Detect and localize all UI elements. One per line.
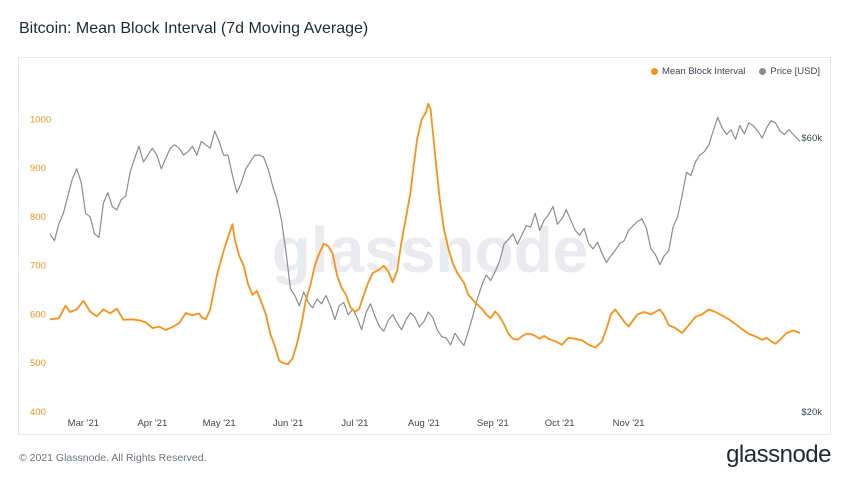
legend-dot-price <box>759 68 767 75</box>
x-tick-label: Jul '21 <box>341 418 368 429</box>
y-right-tick-label: $60k <box>801 133 822 144</box>
y-right-tick-label: $20k <box>801 407 822 418</box>
y-left-tick-label: 800 <box>30 212 46 223</box>
x-tick-label: Oct '21 <box>545 418 575 429</box>
y-axis-left: 400 500 600 700 800 900 1000 <box>30 114 51 418</box>
y-left-tick-label: 600 <box>30 309 46 320</box>
legend-item-price[interactable]: Price [USD] <box>759 66 820 77</box>
x-tick-label: Aug '21 <box>408 418 440 429</box>
chart-panel <box>18 57 831 435</box>
x-tick-label: May '21 <box>203 418 236 429</box>
series-line-price <box>49 116 801 347</box>
chart-legend: Mean Block Interval Price [USD] <box>650 66 820 77</box>
chart-title: Bitcoin: Mean Block Interval (7d Moving … <box>19 20 369 37</box>
legend-label-interval: Mean Block Interval <box>661 66 746 77</box>
x-tick-label: Sep '21 <box>477 418 509 429</box>
x-tick-label: Mar '21 <box>68 418 99 429</box>
x-tick-label: Nov '21 <box>613 418 645 429</box>
legend-label-price: Price [USD] <box>770 66 820 77</box>
x-axis: Mar '21 Apr '21 May '21 Jun '21 Jul '21 Aug '… <box>68 418 645 429</box>
series-line-mean-block-interval <box>49 102 801 366</box>
y-left-tick-label: 400 <box>30 407 46 418</box>
watermark: glassnode <box>272 214 589 286</box>
y-left-tick-label: 1000 <box>30 114 51 125</box>
brand-logo: glassnode <box>726 441 831 468</box>
legend-item-interval[interactable]: Mean Block Interval <box>650 66 746 77</box>
y-left-tick-label: 900 <box>30 163 46 174</box>
y-left-tick-label: 700 <box>30 261 46 272</box>
y-left-tick-label: 500 <box>30 358 46 369</box>
x-tick-label: Apr '21 <box>137 418 167 429</box>
copyright-text: © 2021 Glassnode. All Rights Reserved. <box>19 452 207 464</box>
y-axis-right: $20k $60k <box>801 133 822 418</box>
legend-dot-interval <box>650 68 658 75</box>
x-tick-label: Jun '21 <box>273 418 303 429</box>
